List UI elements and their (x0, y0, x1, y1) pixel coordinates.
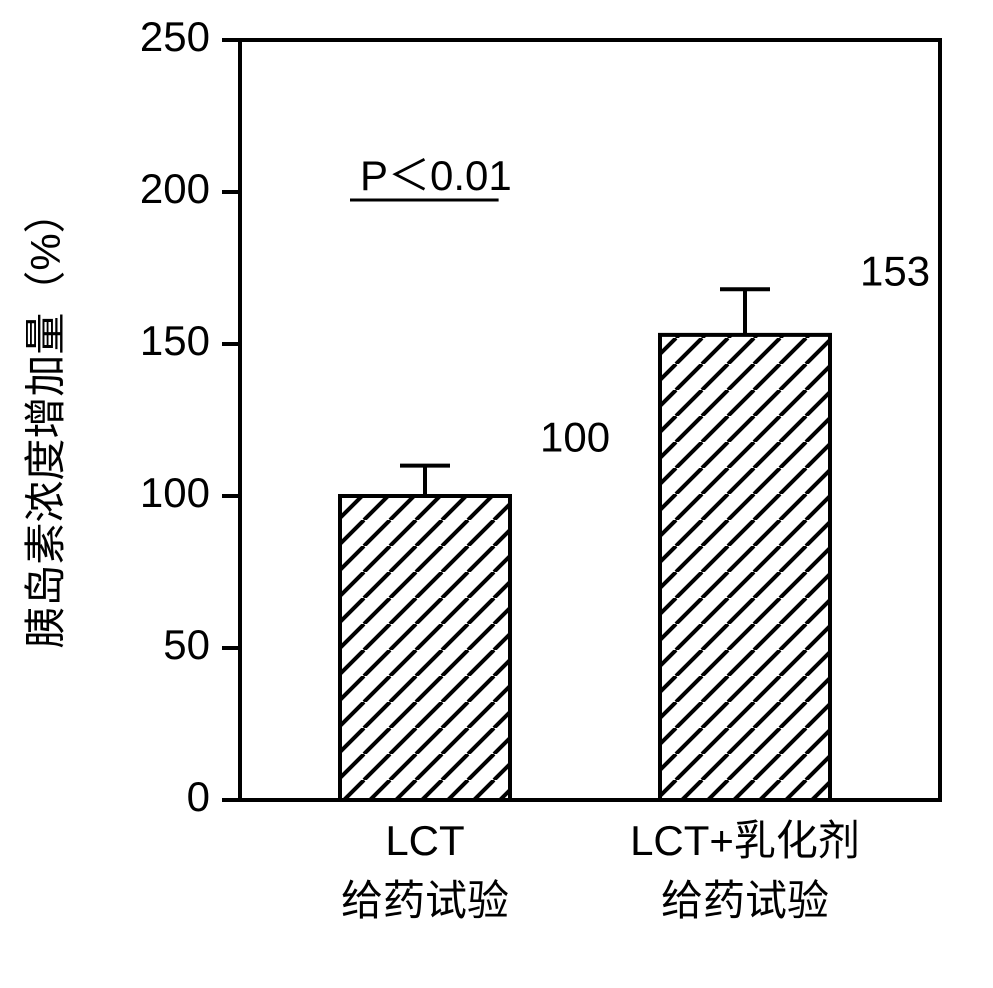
svg-text:100: 100 (140, 469, 210, 516)
chart-container: 0 50 100 150 200 250 胰岛素浓度增加量（%） 100 LCT 给药试验 153 L… (0, 0, 993, 988)
bar-chart: 0 50 100 150 200 250 胰岛素浓度增加量（%） 100 LCT 给药试验 153 L… (0, 0, 993, 988)
svg-text:50: 50 (163, 621, 210, 668)
y-axis-label: 胰岛素浓度增加量（%） (22, 191, 69, 648)
svg-text:100: 100 (540, 414, 610, 461)
svg-text:给药试验: 给药试验 (661, 877, 829, 924)
svg-text:200: 200 (140, 165, 210, 212)
p-value-annotation: P＜0.01 (360, 152, 512, 199)
svg-text:给药试验: 给药试验 (341, 877, 509, 924)
svg-text:150: 150 (140, 317, 210, 364)
svg-text:LCT: LCT (385, 817, 464, 864)
svg-text:153: 153 (860, 247, 930, 294)
svg-text:0: 0 (187, 773, 210, 820)
svg-text:LCT+乳化剂: LCT+乳化剂 (630, 817, 860, 864)
svg-text:250: 250 (140, 13, 210, 60)
